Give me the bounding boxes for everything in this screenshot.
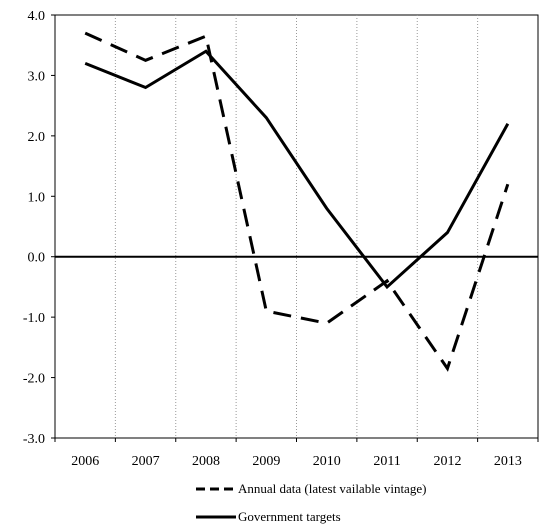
- y-tick-label: -2.0: [23, 372, 45, 387]
- y-tick-label: 1.0: [28, 190, 46, 205]
- series-line-government-targets: [84, 49, 510, 290]
- y-tick-label: 4.0: [28, 9, 46, 24]
- x-tick-label: 2009: [252, 454, 280, 469]
- x-tick-label: 2013: [494, 454, 522, 469]
- plot-area: [54, 14, 539, 439]
- y-tick-label: 2.0: [28, 130, 46, 145]
- x-tick-label: 2011: [373, 454, 400, 469]
- y-tick-label: -3.0: [23, 432, 45, 447]
- legend-label: Government targets: [238, 509, 341, 524]
- tick-labels: -3.0 -2.0 -1.0 0.0 1.0 2.0 3.0 4.0 2006 2007 2008 2…: [23, 9, 522, 469]
- legend: Annual data (latest vailable vintage) Gov…: [196, 481, 426, 524]
- x-tick-label: 2008: [192, 454, 220, 469]
- x-tick-label: 2012: [433, 454, 461, 469]
- series-lines: [84, 31, 510, 372]
- y-tick-label: 3.0: [28, 69, 46, 84]
- x-tick-label: 2006: [71, 454, 99, 469]
- x-tick-label: 2010: [313, 454, 341, 469]
- y-tick-label: 0.0: [28, 251, 46, 266]
- y-tick-label: -1.0: [23, 311, 45, 326]
- x-tick-label: 2007: [132, 454, 160, 469]
- axes: [51, 14, 539, 442]
- legend-label: Annual data (latest vailable vintage): [238, 481, 426, 496]
